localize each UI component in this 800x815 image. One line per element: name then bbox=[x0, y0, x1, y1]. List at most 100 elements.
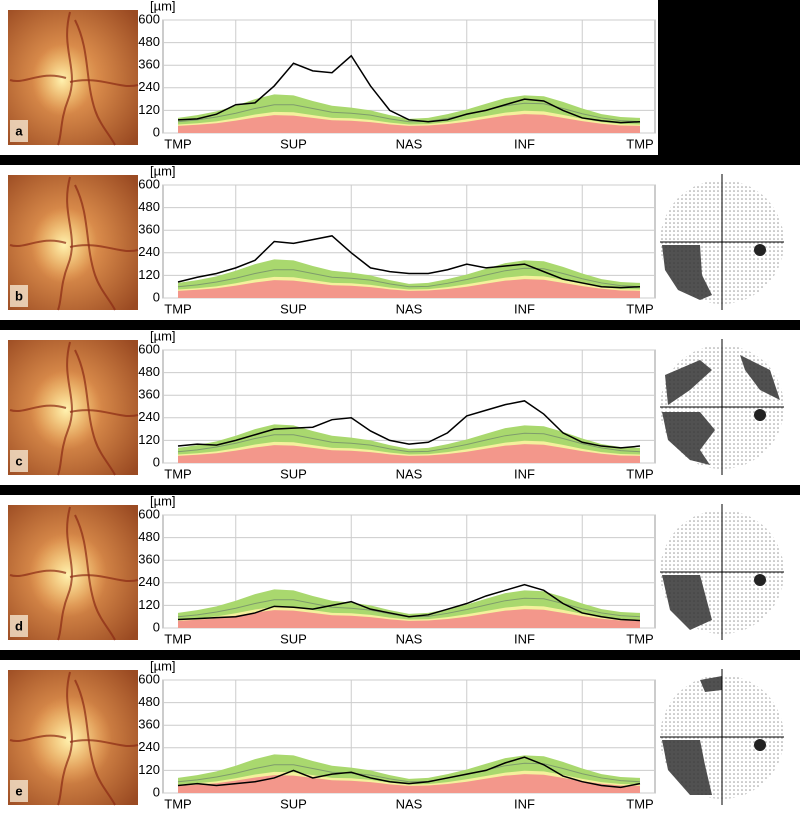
x-tick-label: TMP bbox=[164, 796, 191, 811]
mean-line bbox=[177, 762, 641, 783]
y-tick-label: 480 bbox=[138, 199, 160, 214]
fundus-vessel bbox=[57, 11, 73, 146]
y-tick-label: 480 bbox=[138, 34, 160, 49]
panel-label: c bbox=[15, 453, 22, 468]
fundus-vessel bbox=[74, 184, 116, 311]
fundus-vessel bbox=[57, 671, 73, 806]
fundus-vessel bbox=[57, 341, 73, 476]
panel: e [µm] 0 120 240 360 480 600 TMP SUP NAS INF TMP bbox=[0, 658, 800, 815]
x-tick-label: NAS bbox=[396, 466, 423, 481]
y-axis-label: [µm] bbox=[150, 493, 176, 508]
thickness-line bbox=[177, 583, 641, 622]
fundus-vessel bbox=[57, 506, 73, 641]
panel: d [µm] 0 120 240 360 480 600 TMP SUP NAS INF TMP bbox=[0, 493, 800, 650]
x-tick-label: TMP bbox=[626, 466, 653, 481]
fundus-vessel bbox=[9, 569, 67, 577]
x-tick-label: INF bbox=[514, 136, 535, 151]
thickness-line bbox=[177, 235, 641, 289]
panel-label-box bbox=[10, 120, 28, 142]
x-tick-label: INF bbox=[514, 796, 535, 811]
fundus-vessel bbox=[9, 239, 67, 247]
y-tick-label: 120 bbox=[138, 762, 160, 777]
panel: a [µm] 0 120 240 360 480 600 TMP SUP NAS INF TMP bbox=[0, 0, 658, 155]
field-defect bbox=[662, 740, 712, 795]
field-blindspot bbox=[754, 574, 766, 586]
y-tick-label: 120 bbox=[138, 597, 160, 612]
x-tick-label: SUP bbox=[280, 136, 307, 151]
x-tick-label: TMP bbox=[626, 631, 653, 646]
field-blindspot bbox=[754, 409, 766, 421]
panel-label: d bbox=[15, 618, 23, 633]
fundus-vessel bbox=[9, 734, 67, 742]
y-tick-label: 120 bbox=[138, 102, 160, 117]
x-tick-label: TMP bbox=[164, 301, 191, 316]
y-tick-label: 600 bbox=[138, 11, 160, 26]
y-tick-label: 0 bbox=[153, 289, 160, 304]
fundus-vessel bbox=[69, 409, 139, 417]
y-tick-label: 240 bbox=[138, 244, 160, 259]
panel-label: a bbox=[15, 123, 23, 138]
field-defect bbox=[662, 245, 712, 300]
x-tick-label: TMP bbox=[164, 466, 191, 481]
optic-disc bbox=[28, 696, 112, 784]
y-tick-label: 0 bbox=[153, 124, 160, 139]
x-tick-label: TMP bbox=[164, 631, 191, 646]
norm-band bbox=[178, 279, 640, 298]
field-blindspot bbox=[754, 739, 766, 751]
panel-label: b bbox=[15, 288, 23, 303]
y-tick-label: 120 bbox=[138, 267, 160, 282]
y-tick-label: 600 bbox=[138, 506, 160, 521]
y-tick-label: 240 bbox=[138, 409, 160, 424]
y-tick-label: 240 bbox=[138, 574, 160, 589]
mean-line bbox=[177, 432, 641, 453]
mean-line bbox=[177, 102, 641, 123]
thickness-line bbox=[177, 54, 641, 124]
y-axis-label: [µm] bbox=[150, 163, 176, 178]
x-tick-label: SUP bbox=[280, 631, 307, 646]
fundus-vessel bbox=[74, 19, 116, 146]
fundus-vessel bbox=[69, 79, 139, 87]
x-tick-label: NAS bbox=[396, 631, 423, 646]
optic-disc bbox=[31, 207, 97, 283]
fundus-vessel bbox=[69, 574, 139, 582]
fundus-vessel bbox=[74, 514, 116, 641]
y-tick-label: 360 bbox=[138, 387, 160, 402]
panel: c [µm] 0 120 240 360 480 600 TMP SUP NAS INF TMP bbox=[0, 328, 800, 485]
y-tick-label: 480 bbox=[138, 694, 160, 709]
y-axis-label: [µm] bbox=[150, 0, 176, 13]
y-tick-label: 600 bbox=[138, 341, 160, 356]
field-blindspot bbox=[754, 244, 766, 256]
x-tick-label: NAS bbox=[396, 796, 423, 811]
norm-band bbox=[178, 114, 640, 133]
field-defect bbox=[665, 360, 712, 405]
panel-label-box bbox=[10, 780, 28, 802]
x-tick-label: INF bbox=[514, 466, 535, 481]
panel-label-box bbox=[10, 450, 28, 472]
optic-disc bbox=[29, 533, 107, 617]
panel-label: e bbox=[15, 783, 22, 798]
panel-label-box bbox=[10, 285, 28, 307]
x-tick-label: SUP bbox=[280, 796, 307, 811]
y-tick-label: 240 bbox=[138, 739, 160, 754]
optic-disc bbox=[32, 44, 92, 116]
y-tick-label: 600 bbox=[138, 176, 160, 191]
x-tick-label: TMP bbox=[626, 301, 653, 316]
x-tick-label: NAS bbox=[396, 301, 423, 316]
y-tick-label: 0 bbox=[153, 619, 160, 634]
field-defect bbox=[700, 676, 722, 692]
field-defect bbox=[740, 355, 780, 400]
x-tick-label: TMP bbox=[626, 136, 653, 151]
y-tick-label: 360 bbox=[138, 222, 160, 237]
y-tick-label: 360 bbox=[138, 717, 160, 732]
y-tick-label: 360 bbox=[138, 57, 160, 72]
fundus-vessel bbox=[69, 244, 139, 252]
y-tick-label: 240 bbox=[138, 79, 160, 94]
field-defect bbox=[662, 575, 712, 630]
x-tick-label: SUP bbox=[280, 466, 307, 481]
y-tick-label: 120 bbox=[138, 432, 160, 447]
optic-disc bbox=[30, 370, 102, 450]
y-axis-label: [µm] bbox=[150, 328, 176, 343]
fundus-vessel bbox=[74, 679, 116, 806]
